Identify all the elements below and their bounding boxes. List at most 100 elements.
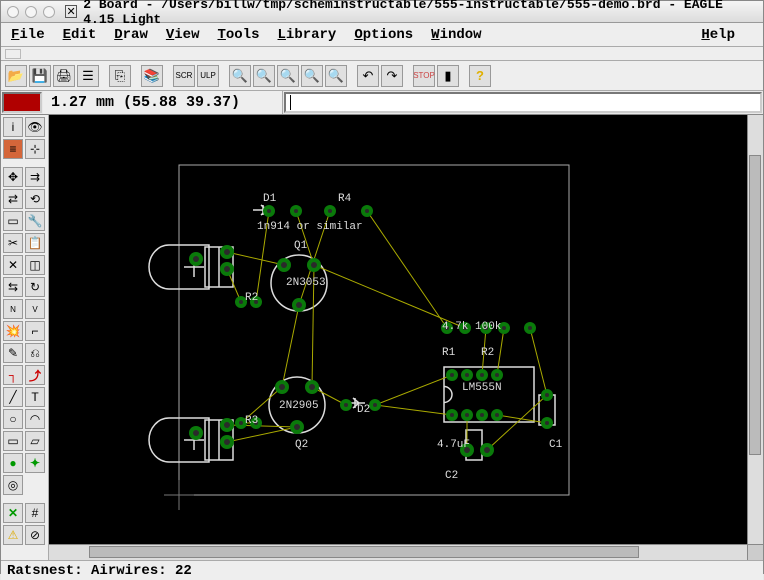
- hole-tool[interactable]: ◎: [3, 475, 23, 495]
- auto-tool[interactable]: #: [25, 503, 45, 523]
- horizontal-scrollbar[interactable]: [49, 544, 747, 560]
- svg-text:LM555N: LM555N: [462, 382, 502, 394]
- mirror-tool[interactable]: ⇄: [3, 189, 23, 209]
- stop-button[interactable]: STOP: [413, 65, 435, 87]
- ratsnest-tool[interactable]: ✕: [3, 503, 23, 523]
- menu-draw[interactable]: Draw: [114, 27, 148, 43]
- coord-row: 1.27 mm (55.88 39.37): [1, 91, 763, 115]
- workspace: i 👁 ≡ ⊹ ✥ ⇉ ⇄ ⟲ ▭ 🔧 ✂ 📋 ✕ ◫ ⇆ ↻ N V 💥 ⌐ …: [1, 115, 763, 560]
- layers-tool[interactable]: ≡: [3, 139, 23, 159]
- errors-tool[interactable]: ⊘: [25, 525, 45, 545]
- svg-text:4.7uF: 4.7uF: [437, 439, 470, 451]
- via-tool[interactable]: ●: [3, 453, 23, 473]
- erc-tool[interactable]: ⚠: [3, 525, 23, 545]
- script-button[interactable]: SCR: [173, 65, 195, 87]
- menu-tools[interactable]: Tools: [218, 27, 260, 43]
- arc-tool[interactable]: ◠: [25, 409, 45, 429]
- cut-tool[interactable]: ✂: [3, 233, 23, 253]
- svg-text:R2: R2: [245, 292, 258, 304]
- lib-button[interactable]: 📚: [141, 65, 163, 87]
- svg-text:R1: R1: [442, 347, 456, 359]
- save-button[interactable]: 💾: [29, 65, 51, 87]
- optimize-tool[interactable]: ⎌: [25, 343, 45, 363]
- mark-tool[interactable]: ⊹: [25, 139, 45, 159]
- zoom-out-button[interactable]: 🔍: [277, 65, 299, 87]
- svg-text:R4: R4: [338, 193, 352, 205]
- move-tool[interactable]: ✥: [3, 167, 23, 187]
- canvas[interactable]: D1R41n914 or similarQ12N30534.7k 100kR1R…: [49, 115, 763, 560]
- minimize-light[interactable]: [25, 6, 37, 18]
- titlebar: ✕ 2 Board - /Users/billw/tmp/scheminstru…: [1, 1, 763, 23]
- svg-text:R3: R3: [245, 415, 258, 427]
- change-tool[interactable]: 🔧: [25, 211, 45, 231]
- app-title-icon: ✕: [65, 5, 77, 18]
- redo-button[interactable]: ↷: [381, 65, 403, 87]
- svg-text:2N2905: 2N2905: [279, 400, 319, 412]
- poly-tool[interactable]: ▱: [25, 431, 45, 451]
- grid-indicator-icon: [5, 49, 21, 59]
- info-tool[interactable]: i: [3, 117, 23, 137]
- pcb-view[interactable]: D1R41n914 or similarQ12N30534.7k 100kR1R…: [49, 115, 747, 544]
- signal-tool[interactable]: ✦: [25, 453, 45, 473]
- menu-view[interactable]: View: [166, 27, 200, 43]
- params-bar: [1, 47, 763, 61]
- vertical-scrollbar[interactable]: [747, 115, 763, 544]
- menu-window[interactable]: Window: [431, 27, 481, 43]
- copy-tool[interactable]: ⇉: [25, 167, 45, 187]
- split-tool[interactable]: ✎: [3, 343, 23, 363]
- go-button[interactable]: ▮: [437, 65, 459, 87]
- pinswap-tool[interactable]: ⇆: [3, 277, 23, 297]
- left-toolbar: i 👁 ≡ ⊹ ✥ ⇉ ⇄ ⟲ ▭ 🔧 ✂ 📋 ✕ ◫ ⇆ ↻ N V 💥 ⌐ …: [1, 115, 49, 560]
- coordinates-display: 1.27 mm (55.88 39.37): [43, 91, 283, 114]
- menu-edit[interactable]: Edit: [63, 27, 97, 43]
- value-tool[interactable]: V: [25, 299, 45, 319]
- menu-file[interactable]: File: [11, 27, 45, 43]
- smash-tool[interactable]: 💥: [3, 321, 23, 341]
- print-button[interactable]: 🖨: [53, 65, 75, 87]
- sch-button[interactable]: ⎘: [109, 65, 131, 87]
- zoom-redraw-button[interactable]: 🔍: [301, 65, 323, 87]
- add-tool[interactable]: ◫: [25, 255, 45, 275]
- cam-button[interactable]: ☰: [77, 65, 99, 87]
- ripup-tool[interactable]: ⤴: [25, 365, 45, 385]
- delete-tool[interactable]: ✕: [3, 255, 23, 275]
- layer-swatch[interactable]: [2, 92, 42, 113]
- zoom-select-button[interactable]: 🔍: [325, 65, 347, 87]
- svg-text:C2: C2: [445, 470, 458, 482]
- statusbar: Ratsnest: Airwires: 22: [1, 560, 763, 580]
- window-title: 2 Board - /Users/billw/tmp/scheminstruct…: [83, 0, 757, 27]
- svg-text:D2: D2: [357, 404, 370, 416]
- paste-tool[interactable]: 📋: [25, 233, 45, 253]
- traffic-lights: [7, 6, 55, 18]
- main-toolbar: 📂 💾 🖨 ☰ ⎘ 📚 SCR ULP 🔍 🔍 🔍 🔍 🔍 ↶ ↷ STOP ▮…: [1, 61, 763, 91]
- wire-tool[interactable]: ╱: [3, 387, 23, 407]
- svg-text:2N3053: 2N3053: [286, 277, 326, 289]
- text-tool[interactable]: T: [25, 387, 45, 407]
- menu-options[interactable]: Options: [354, 27, 413, 43]
- group-tool[interactable]: ▭: [3, 211, 23, 231]
- zoom-fit-button[interactable]: 🔍: [229, 65, 251, 87]
- show-tool[interactable]: 👁: [25, 117, 45, 137]
- undo-button[interactable]: ↶: [357, 65, 379, 87]
- circle-tool[interactable]: ○: [3, 409, 23, 429]
- svg-text:Q1: Q1: [294, 240, 308, 252]
- name-tool[interactable]: N: [3, 299, 23, 319]
- help-button[interactable]: ?: [469, 65, 491, 87]
- menu-help[interactable]: Help: [701, 27, 735, 43]
- svg-text:R2: R2: [481, 347, 494, 359]
- svg-text:D1: D1: [263, 193, 277, 205]
- zoom-light[interactable]: [43, 6, 55, 18]
- ulp-button[interactable]: ULP: [197, 65, 219, 87]
- command-input[interactable]: [284, 92, 762, 113]
- zoom-in-button[interactable]: 🔍: [253, 65, 275, 87]
- menu-library[interactable]: Library: [278, 27, 337, 43]
- replace-tool[interactable]: ↻: [25, 277, 45, 297]
- rotate-tool[interactable]: ⟲: [25, 189, 45, 209]
- rect-tool[interactable]: ▭: [3, 431, 23, 451]
- route-tool[interactable]: ┐: [3, 365, 23, 385]
- miter-tool[interactable]: ⌐: [25, 321, 45, 341]
- svg-text:4.7k 100k: 4.7k 100k: [442, 321, 502, 333]
- resize-corner[interactable]: [747, 544, 763, 560]
- close-light[interactable]: [7, 6, 19, 18]
- open-button[interactable]: 📂: [5, 65, 27, 87]
